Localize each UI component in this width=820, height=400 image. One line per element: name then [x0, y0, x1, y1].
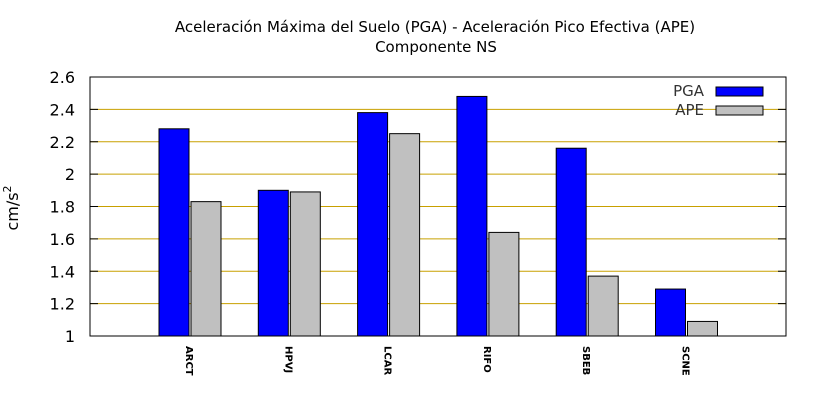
svg-text:cm/s2: cm/s2	[1, 185, 22, 230]
x-tick-label: HPVJ	[282, 346, 293, 373]
x-tick-labels: ARCT HPVJ LCAR RIFO SBEB SCNE	[183, 346, 691, 376]
y-axis-label: cm/s2	[1, 185, 22, 230]
legend-label: APE	[675, 101, 704, 119]
y-tick-label: 1	[65, 327, 75, 346]
x-tick-label: LCAR	[382, 346, 393, 375]
y-axis-label-superscript: 2	[1, 185, 14, 192]
y-axis-label-text: cm/s	[3, 192, 22, 230]
x-tick-label: RIFO	[481, 346, 492, 373]
y-tick-label: 1.2	[50, 295, 75, 314]
legend-label: PGA	[673, 82, 705, 100]
x-tick-label: SBEB	[580, 346, 591, 375]
y-tick-label: 2.4	[50, 100, 75, 119]
chart-title: Aceleración Máxima del Suelo (PGA) - Ace…	[175, 18, 695, 36]
y-ticks: 1 1.2 1.4 1.6 1.8 2 2.2 2.4 2.6	[50, 68, 786, 346]
chart-subtitle: Componente NS	[375, 38, 497, 56]
bar-pga	[555, 147, 587, 337]
bar-ape	[289, 191, 321, 337]
bar-pga	[158, 128, 190, 337]
bar-ape	[587, 275, 619, 337]
y-tick-label: 1.4	[50, 262, 75, 281]
bar-pga	[655, 288, 686, 337]
y-tick-label: 2.6	[50, 68, 75, 87]
legend-swatch	[715, 86, 764, 97]
y-tick-label: 1.8	[50, 198, 75, 217]
legend-swatch	[715, 105, 764, 116]
bar-pga	[456, 95, 488, 337]
bar-ape	[190, 201, 222, 337]
bar-pga	[257, 189, 289, 337]
bar-ape	[389, 133, 421, 337]
y-tick-label: 1.6	[50, 230, 75, 249]
x-tick-label: ARCT	[183, 346, 194, 376]
bars	[158, 95, 718, 337]
bar-ape	[488, 231, 520, 337]
x-tick-label: SCNE	[680, 346, 691, 376]
y-tick-label: 2.2	[50, 133, 75, 152]
bar-ape	[687, 320, 718, 337]
bar-pga	[357, 112, 389, 337]
y-tick-label: 2	[65, 165, 75, 184]
